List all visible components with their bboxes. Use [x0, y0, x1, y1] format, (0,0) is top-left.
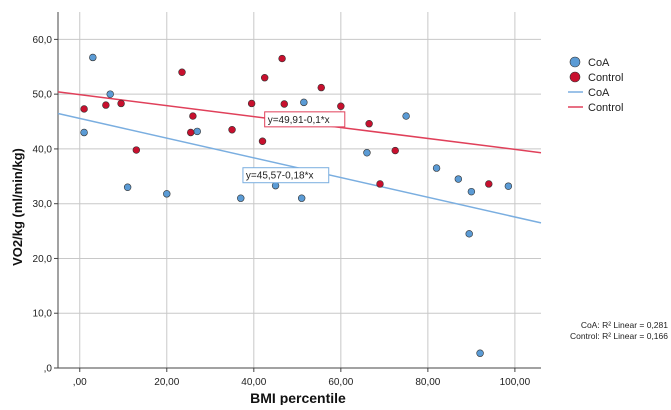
point-coa [163, 190, 171, 198]
point-control [80, 105, 88, 113]
fit-label-box-control [264, 111, 346, 128]
point-control [102, 101, 110, 109]
point-control [187, 128, 195, 137]
point-control [247, 99, 256, 108]
fit-equation-labels: y=45,57-0,18*x y=49,91-0,1*x [242, 111, 346, 184]
point-control [278, 54, 286, 63]
point-coa [504, 182, 513, 190]
y-tick-label: ,0 [44, 364, 53, 375]
point-control [117, 99, 125, 108]
point-coa [432, 164, 441, 172]
point-coa [454, 175, 463, 183]
fit-equation-label: y=45,57-0,18*x [246, 171, 314, 182]
point-control [337, 102, 345, 110]
point-control [317, 83, 325, 92]
point-coa [271, 181, 280, 190]
y-tick-label: 20,0 [33, 254, 53, 265]
legend-marker-control [569, 71, 581, 83]
x-tick-label: 100,00 [500, 377, 531, 388]
y-tick-label: 40,0 [33, 144, 53, 155]
point-coa [80, 128, 88, 137]
x-tick-label: 40,00 [241, 377, 266, 388]
r-squared-note: Control: R² Linear = 0,166 [570, 331, 668, 341]
point-control [189, 112, 197, 120]
x-tick-label: 80,00 [415, 377, 440, 388]
point-control [228, 126, 236, 134]
point-coa [467, 187, 476, 196]
y-tick-label: 10,0 [33, 309, 53, 320]
point-coa [300, 98, 308, 107]
point-coa [106, 90, 114, 98]
y-tick-label: 30,0 [33, 199, 53, 210]
point-coa [193, 127, 201, 136]
legend: CoA Control CoA Control [568, 56, 623, 114]
y-tick-label: 50,0 [33, 90, 53, 101]
point-coa [237, 194, 245, 202]
point-control [365, 120, 373, 128]
point-control [485, 180, 493, 188]
fit-label-box-coa [242, 167, 330, 184]
x-axis-label: BMI percentile [250, 390, 346, 405]
point-control [391, 146, 399, 155]
r-squared-note: CoA: R² Linear = 0,281 [581, 320, 668, 330]
point-coa [402, 112, 410, 120]
point-coa [123, 183, 132, 191]
legend-label: CoA [588, 57, 610, 69]
legend-label: Control [588, 102, 623, 114]
legend-label: CoA [588, 87, 610, 99]
x-tick-label: 20,00 [154, 377, 179, 388]
fit-equation-label: y=49,91-0,1*x [268, 115, 330, 126]
point-coa [465, 230, 473, 238]
legend-marker-coa [569, 56, 581, 68]
point-control [258, 137, 267, 145]
axes: ,00 20,00 40,00 60,00 80,00 100,00 ,0 10,0 20,0 3… [33, 12, 541, 388]
point-coa [297, 194, 306, 202]
data-points [80, 53, 513, 357]
point-coa [89, 53, 97, 62]
point-control [280, 100, 288, 108]
point-coa [476, 349, 484, 357]
point-control [178, 68, 186, 76]
y-tick-label: 60,0 [33, 35, 53, 46]
y-axis-label: VO2/kg (ml/min/kg) [10, 148, 25, 266]
point-control [132, 146, 141, 154]
point-coa [363, 149, 371, 157]
point-control [260, 74, 269, 82]
legend-label: Control [588, 72, 623, 84]
x-tick-label: 60,00 [328, 377, 353, 388]
x-tick-label: ,00 [73, 377, 87, 388]
point-control [376, 180, 384, 188]
